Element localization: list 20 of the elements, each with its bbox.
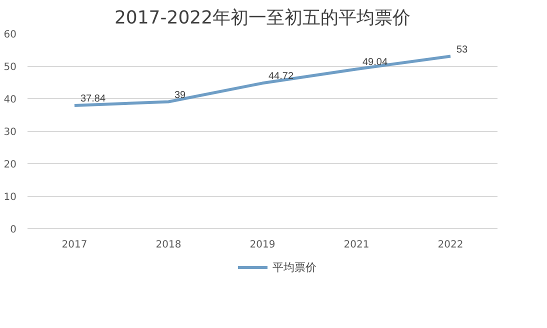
y-tick-label: 0	[10, 224, 17, 236]
data-label: 44.72	[268, 71, 294, 82]
x-tick-label: 2017	[62, 240, 88, 250]
y-tick-label: 40	[4, 94, 17, 106]
line-series	[73, 54, 452, 108]
x-tick-label: 2021	[344, 240, 370, 250]
data-label: 37.84	[80, 94, 106, 105]
data-label: 39	[174, 90, 186, 101]
y-tick-label: 60	[4, 30, 17, 40]
x-tick-label: 2022	[438, 240, 464, 250]
data-label: 49.04	[362, 57, 388, 68]
x-tick-label: 2019	[250, 240, 276, 250]
y-tick-label: 10	[4, 192, 17, 203]
legend-label: 平均票价	[272, 260, 316, 274]
data-label: 53	[456, 44, 468, 56]
x-tick-label: 2018	[156, 240, 182, 250]
y-tick-label: 50	[4, 62, 17, 73]
chart-title: 2017-2022年初一至初五的平均票价	[114, 8, 411, 28]
y-tick-label: 30	[4, 127, 17, 138]
y-tick-label: 20	[4, 160, 17, 170]
